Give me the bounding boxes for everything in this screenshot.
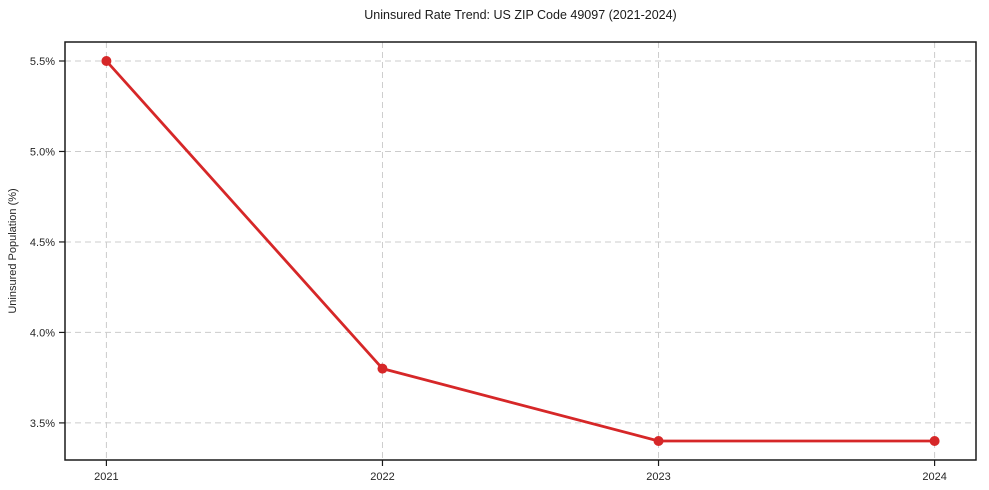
- data-point-2022: [377, 363, 388, 374]
- y-tick-label-4.0%: 4.0%: [30, 327, 55, 339]
- y-tick-label-4.5%: 4.5%: [30, 237, 55, 249]
- y-tick-label-5.5%: 5.5%: [30, 56, 55, 68]
- y-tick-label-5.0%: 5.0%: [30, 146, 55, 158]
- trend-line: [105, 59, 936, 443]
- x-tick-label-2022: 2022: [370, 471, 394, 483]
- data-point-2021: [101, 56, 112, 66]
- x-tick-label-2023: 2023: [646, 471, 670, 483]
- chart-title: Uninsured Rate Trend: US ZIP Code 49097 …: [364, 8, 677, 22]
- plot-border: [64, 41, 977, 461]
- y-axis-label: Uninsured Population (%): [7, 188, 19, 313]
- x-tick-label-2021: 2021: [94, 471, 118, 483]
- y-tick-label-3.5%: 3.5%: [30, 418, 55, 430]
- data-point-2024: [929, 436, 940, 446]
- data-point-2023: [653, 436, 664, 446]
- x-tick-label-2024: 2024: [922, 471, 946, 483]
